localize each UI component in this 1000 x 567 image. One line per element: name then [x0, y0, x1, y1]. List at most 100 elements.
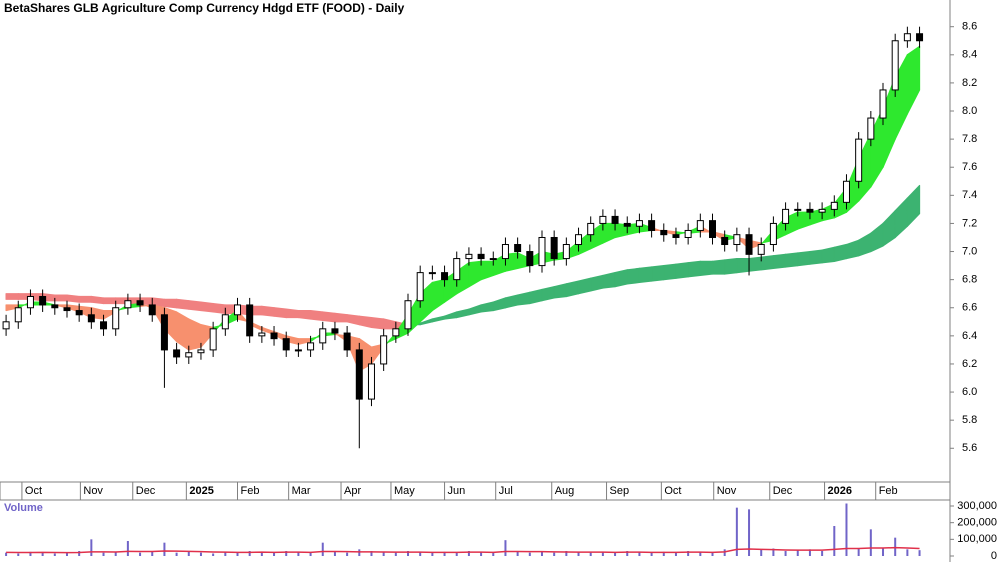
candle-body — [441, 272, 449, 281]
candle-body — [818, 208, 826, 213]
candle-body — [75, 310, 83, 316]
long-ma-ribbon — [577, 277, 592, 295]
long-ma-ribbon — [54, 294, 68, 302]
candle-body — [51, 304, 59, 309]
price-panel — [2, 26, 924, 449]
volume-bar — [126, 541, 129, 556]
long-ma-ribbon — [334, 312, 348, 323]
y-tick-label: 6.8 — [962, 274, 977, 286]
long-ma-ribbon — [760, 255, 774, 271]
volume-bar — [224, 551, 227, 556]
long-ma-ribbon — [273, 307, 287, 319]
volume-bar — [772, 548, 775, 556]
candle-body — [465, 253, 473, 260]
candle-body — [575, 234, 583, 246]
candle-body — [221, 314, 229, 330]
volume-bar — [723, 549, 726, 556]
candle-body — [684, 229, 692, 238]
volume-bar — [175, 552, 178, 556]
volume-bar — [17, 553, 20, 556]
volume-bar — [407, 551, 410, 556]
volume-bar — [467, 551, 470, 556]
candle-body — [916, 33, 924, 42]
volume-bar — [492, 552, 495, 556]
volume-bar — [53, 553, 56, 556]
candle-body — [197, 349, 205, 354]
volume-bar — [614, 552, 617, 556]
x-tick-label: Nov — [83, 485, 103, 497]
x-tick-label: Oct — [25, 485, 42, 497]
x-tick-label: Aug — [555, 485, 575, 497]
candle-body — [842, 180, 850, 203]
candle-body — [709, 220, 716, 238]
x-tick-label: Feb — [241, 485, 260, 497]
candle-body — [696, 220, 704, 231]
x-tick-label: May — [394, 485, 415, 497]
volume-y-tick-label: 300,000 — [957, 500, 997, 512]
y-tick-label: 5.8 — [962, 414, 977, 426]
long-ma-ribbon — [541, 286, 555, 302]
x-tick-label: Dec — [773, 485, 793, 497]
volume-bar — [687, 551, 690, 556]
candle-body — [258, 332, 266, 337]
volume-bar — [650, 552, 653, 556]
volume-bar — [711, 552, 714, 556]
volume-label: Volume — [4, 502, 43, 514]
candle-body — [794, 208, 802, 211]
y-tick-label: 8.4 — [962, 49, 977, 61]
y-tick-label: 5.6 — [962, 442, 977, 454]
long-ma-ribbon — [821, 246, 835, 264]
long-ma-ribbon — [711, 259, 726, 275]
long-ma-ribbon — [833, 243, 848, 262]
long-ma-ribbon — [663, 263, 677, 281]
volume-bar — [321, 542, 324, 556]
candle-body — [307, 342, 315, 351]
volume-bar — [516, 551, 519, 556]
long-ma-ribbon — [5, 293, 19, 300]
volume-bar — [370, 551, 373, 556]
volume-y-tick-label: 100,000 — [957, 533, 997, 545]
volume-bar — [748, 509, 751, 556]
volume-bar — [699, 551, 702, 556]
y-tick-label: 8.0 — [962, 105, 977, 117]
volume-bar — [358, 549, 361, 556]
long-ma-ribbon — [736, 257, 750, 274]
y-tick-label: 7.0 — [962, 245, 977, 257]
volume-bar — [601, 551, 604, 556]
candle-body — [635, 220, 643, 227]
candle-body — [2, 321, 10, 330]
volume-bar — [918, 550, 921, 556]
y-tick-label: 7.6 — [962, 161, 977, 173]
volume-bar — [273, 552, 276, 556]
x-tick-label: Sep — [610, 485, 630, 497]
candle-body — [331, 328, 339, 334]
long-ma-ribbon — [590, 274, 604, 292]
volume-bar — [662, 551, 665, 556]
candle-body — [891, 40, 899, 91]
chart-title: BetaShares GLB Agriculture Comp Currency… — [4, 1, 405, 15]
volume-bar — [78, 551, 81, 556]
y-tick-label: 8.2 — [962, 77, 977, 89]
volume-bar — [29, 551, 32, 556]
long-ma-ribbon — [309, 309, 324, 321]
volume-bar — [565, 551, 568, 556]
long-ma-ribbon — [261, 305, 275, 317]
volume-bar — [455, 552, 458, 556]
volume-bar — [5, 552, 8, 556]
x-tick-label: Jul — [499, 485, 513, 497]
candle-body — [209, 328, 217, 351]
volume-bar — [784, 551, 787, 556]
long-ma-ribbon — [504, 294, 519, 309]
volume-bar — [577, 551, 580, 556]
candle-body — [343, 332, 351, 351]
candle-body — [514, 244, 522, 253]
candle-body — [100, 321, 108, 330]
candle-body — [112, 307, 120, 330]
volume-bar — [626, 551, 629, 556]
volume-y-tick-label: 200,000 — [957, 517, 997, 529]
x-tick-label: Jun — [448, 485, 466, 497]
long-ma-ribbon — [675, 262, 689, 279]
long-ma-ribbon — [748, 256, 762, 272]
